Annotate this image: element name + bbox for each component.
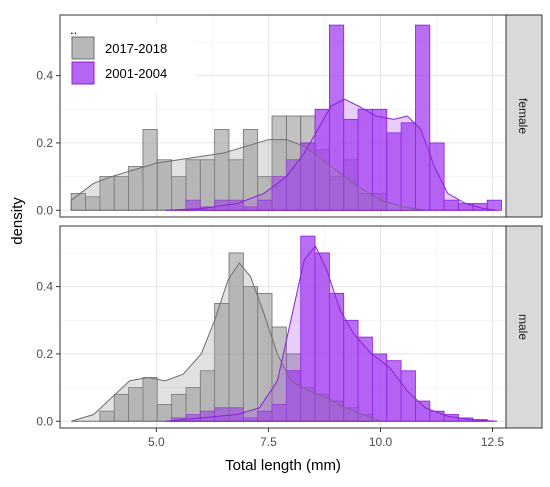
x-tick-label: 7.5 bbox=[260, 435, 277, 449]
x-tick-label: 5.0 bbox=[148, 435, 165, 449]
panel-y-ticks: 0.0 0.2 0.4 bbox=[36, 69, 60, 217]
panel-density-curves bbox=[70, 98, 498, 211]
strip-background bbox=[505, 14, 543, 218]
x-tick-label: 10.0 bbox=[369, 435, 393, 449]
bar-purple bbox=[486, 199, 502, 211]
legend-label-2017-2018: 2017-2018 bbox=[105, 41, 167, 56]
x-tick-label: 12.5 bbox=[481, 435, 505, 449]
legend-key-2001-2004 bbox=[71, 61, 95, 85]
y-tick-label: 0.2 bbox=[36, 136, 53, 150]
legend-key-2017-2018 bbox=[71, 36, 95, 60]
strip-label: male bbox=[516, 314, 530, 340]
strip-background bbox=[505, 225, 543, 429]
y-tick-label: 0.0 bbox=[36, 414, 53, 428]
panel-male: 0.0 0.2 0.4 male bbox=[36, 225, 543, 429]
x-axis-title: Total length (mm) bbox=[225, 457, 341, 474]
y-tick-label: 0.4 bbox=[36, 69, 53, 83]
panel-bars bbox=[70, 24, 502, 211]
y-axis-title: density bbox=[9, 197, 26, 245]
legend: .. 2017-2018 2001-2004 bbox=[64, 22, 196, 94]
panel-density-curves bbox=[71, 245, 498, 422]
x-axis: 5.0 7.5 10.0 12.5 bbox=[148, 428, 505, 449]
y-tick-label: 0.4 bbox=[36, 280, 53, 294]
panel-y-ticks: 0.0 0.2 0.4 bbox=[36, 280, 60, 428]
legend-title: .. bbox=[70, 22, 77, 37]
y-tick-label: 0.2 bbox=[36, 347, 53, 361]
legend-label-2001-2004: 2001-2004 bbox=[105, 66, 167, 81]
panel-female: 0.0 0.2 0.4 female bbox=[36, 14, 543, 218]
density-area-gray bbox=[70, 139, 426, 211]
density-area-gray bbox=[71, 262, 381, 422]
density-area-purple bbox=[165, 98, 498, 211]
density-area-purple bbox=[165, 245, 498, 422]
strip-label: female bbox=[516, 98, 530, 134]
y-tick-label: 0.0 bbox=[36, 203, 53, 217]
